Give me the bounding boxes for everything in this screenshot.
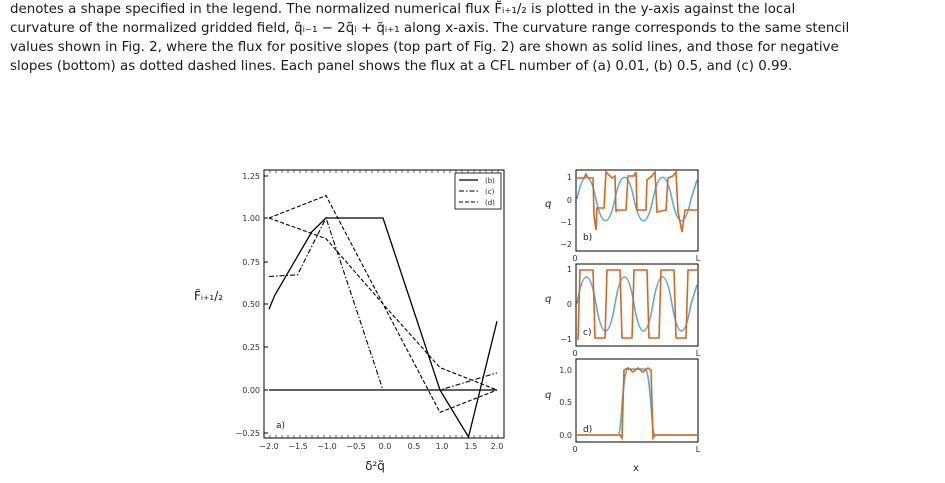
side-d-frame — [575, 358, 699, 443]
side-c-ytick: −1 — [560, 335, 572, 344]
panel-label-c: c) — [583, 328, 591, 338]
flux-series-line-solid — [268, 217, 497, 391]
side-b-x0: 0 — [572, 254, 577, 263]
flux-series-line-solid — [269, 321, 498, 439]
ytick-label: 0.25 — [242, 343, 260, 352]
side-plot-b: q 1 0 −1 −2 0 L b) — [545, 169, 701, 263]
side-b-ytick: 1 — [567, 173, 572, 182]
ytick-label: 0.00 — [242, 386, 260, 395]
main-plot-frame — [263, 169, 505, 439]
main-y-ticks: 1.25 1.00 0.75 0.50 0.25 0.00 −0.25 — [235, 172, 268, 438]
side-b-exact-curve — [576, 176, 698, 222]
ytick-label: 0.50 — [242, 300, 260, 309]
xtick-label: 0.5 — [408, 442, 421, 451]
ytick-label: 1.00 — [242, 214, 260, 223]
main-xlabel: δ²q̃ — [365, 459, 385, 473]
side-c-exact-curve — [576, 276, 698, 332]
side-b-ytick: −1 — [560, 218, 572, 227]
xtick-label: 2.0 — [491, 442, 504, 451]
side-b-ytick: −2 — [560, 240, 572, 249]
side-c-xL: L — [696, 349, 701, 358]
caption-line-1: denotes a shape specified in the legend.… — [10, 2, 796, 17]
side-d-numerical-curve — [577, 366, 697, 441]
caption-line-2: curvature of the normalized gridded fiel… — [10, 21, 850, 36]
side-c-frame — [575, 263, 699, 347]
main-series-group — [268, 194, 498, 439]
side-b-ytick: 0 — [567, 196, 572, 205]
side-b-frame — [575, 169, 699, 252]
xtick-label: −1.5 — [288, 442, 307, 451]
ytick-label: −0.25 — [235, 429, 260, 438]
side-b-numerical-curve — [577, 169, 697, 233]
legend-entry: (b) — [485, 177, 495, 185]
side-c-ytick: 1 — [567, 265, 572, 274]
xtick-label: −2.0 — [259, 442, 278, 451]
side-c-ytick: 0 — [567, 300, 572, 309]
caption-line-4: slopes (bottom) as dotted dashed lines. … — [10, 59, 793, 74]
xtick-label: 1.5 — [465, 442, 478, 451]
figure-caption: denotes a shape specified in the legend.… — [10, 0, 940, 76]
side-d-exact-curve — [577, 368, 697, 436]
xtick-label: 1.0 — [436, 442, 449, 451]
side-d-ylabel: q — [545, 390, 551, 401]
main-minor-ticks — [269, 170, 499, 438]
ytick-label: 1.25 — [242, 172, 260, 181]
side-c-numerical-curve — [577, 269, 697, 341]
side-d-xL: L — [696, 445, 701, 454]
side-c-x0: 0 — [572, 349, 577, 358]
side-b-xL: L — [696, 254, 701, 263]
side-d-ytick: 0.0 — [559, 431, 572, 440]
flux-series-line-dashdot — [268, 216, 498, 391]
ytick-label: 0.75 — [242, 258, 260, 267]
xtick-label: −1.0 — [317, 442, 336, 451]
side-d-x0: 0 — [572, 445, 577, 454]
main-ylabel: F̃ᵢ₊₁/₂ — [194, 289, 223, 303]
side-plot-c: q 1 0 −1 0 L c) — [545, 263, 701, 358]
side-c-ylabel: q — [545, 294, 551, 305]
panel-label-b: b) — [583, 233, 592, 243]
main-legend: (b) (c) (d) — [454, 172, 502, 210]
xtick-label: 0.0 — [379, 442, 392, 451]
side-d-ytick: 1.0 — [559, 366, 572, 375]
legend-entry: (d) — [485, 199, 495, 207]
xtick-label: −0.5 — [346, 442, 365, 451]
panel-label-d: d) — [583, 425, 592, 435]
main-x-ticks: −2.0 −1.5 −1.0 −0.5 0.0 0.5 1.0 1.5 2.0 — [259, 442, 503, 451]
side-d-ytick: 0.5 — [559, 398, 572, 407]
caption-line-3: values shown in Fig. 2, where the flux f… — [10, 40, 839, 55]
side-b-ylabel: q — [545, 199, 551, 210]
main-plot: 1.25 1.00 0.75 0.50 0.25 0.00 −0.25 −2.0… — [194, 169, 505, 473]
panel-label-a: a) — [276, 421, 285, 431]
legend-entry: (c) — [485, 188, 495, 196]
flux-series-line-dashed — [268, 217, 498, 391]
side-d-xlabel: x — [633, 463, 639, 474]
side-plot-d: q 1.0 0.5 0.0 0 L x d) — [545, 358, 701, 474]
